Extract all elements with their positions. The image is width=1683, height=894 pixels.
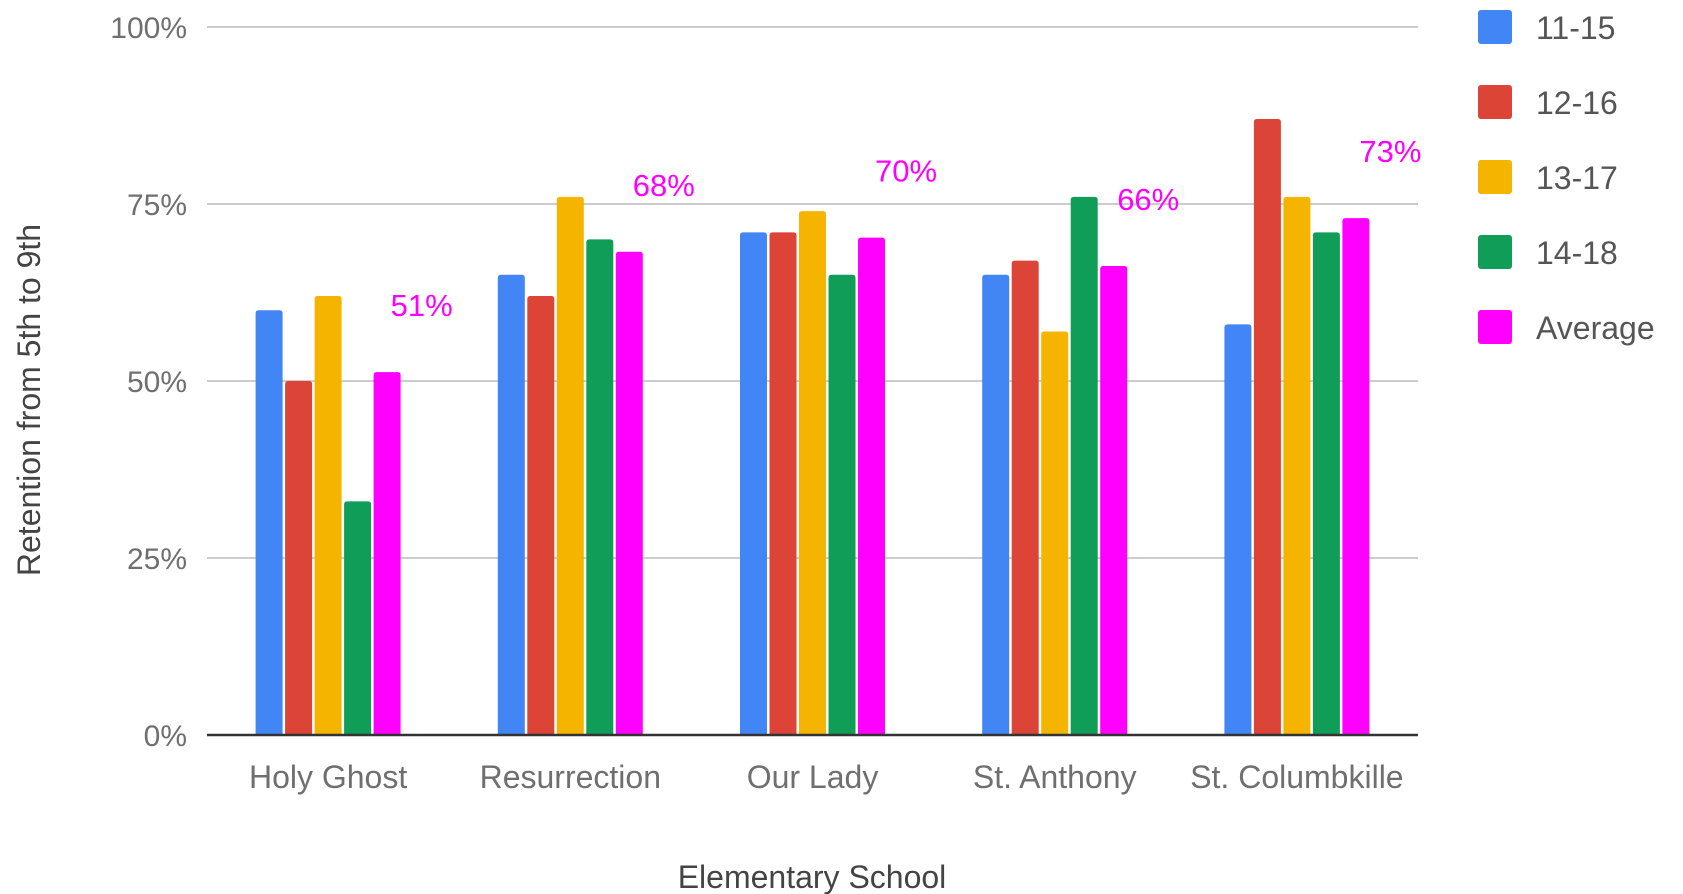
average-data-label: 66% <box>1117 182 1179 217</box>
bar-14-18 <box>828 274 856 735</box>
bar-11-15 <box>982 274 1010 735</box>
legend-swatch <box>1478 85 1512 119</box>
average-data-label: 70% <box>875 154 937 189</box>
legend-swatch <box>1478 310 1512 344</box>
y-axis-title: Retention from 5th to 9th <box>11 224 47 576</box>
bar-12-16 <box>527 296 555 735</box>
bar-average <box>1100 265 1128 735</box>
y-tick-label: 0% <box>144 720 187 753</box>
y-tick-label: 75% <box>127 189 187 222</box>
x-axis-title: Elementary School <box>678 859 947 894</box>
legend-swatch <box>1478 160 1512 194</box>
x-category-label: St. Columbkille <box>1190 759 1403 795</box>
bar-14-18 <box>344 501 372 735</box>
y-tick-label: 25% <box>127 543 187 576</box>
bar-average <box>615 251 643 736</box>
average-data-label: 68% <box>633 168 695 203</box>
x-category-label: Holy Ghost <box>249 759 407 795</box>
bar-13-17 <box>314 296 342 735</box>
legend-label: 11-15 <box>1536 10 1615 46</box>
bar-average <box>1342 218 1370 735</box>
x-axis-category-labels: Holy Ghost Resurrection Our Lady St. Anthon… <box>249 759 1404 795</box>
bar-11-15 <box>740 232 767 735</box>
average-data-label: 73% <box>1359 134 1421 169</box>
y-tick-label: 100% <box>110 12 187 45</box>
bars <box>255 119 1370 736</box>
bar-average <box>373 372 401 735</box>
x-category-label: Resurrection <box>480 759 661 795</box>
x-category-label: Our Lady <box>747 759 879 795</box>
bar-13-17 <box>1283 196 1311 736</box>
bar-11-15 <box>1224 324 1252 735</box>
bar-12-16 <box>1253 119 1281 736</box>
bar-13-17 <box>799 211 826 735</box>
bar-13-17 <box>556 196 584 736</box>
average-data-labels: 51% 68% 70% 66% 73% <box>391 134 1422 323</box>
legend-label: Average <box>1536 310 1655 346</box>
bar-average <box>858 237 885 735</box>
average-data-label: 51% <box>391 288 453 323</box>
legend-label: 14-18 <box>1536 235 1618 271</box>
bar-11-15 <box>497 274 525 735</box>
legend-label: 13-17 <box>1536 160 1618 196</box>
legend-swatch <box>1478 235 1512 269</box>
bar-12-16 <box>1011 260 1039 735</box>
legend-swatch <box>1478 10 1512 44</box>
bar-11-15 <box>255 310 283 735</box>
y-tick-label: 50% <box>127 366 187 399</box>
legend: 11-15 12-16 13-17 14-18 Average <box>1478 10 1655 346</box>
y-axis-tick-labels: 0% 25% 50% 75% 100% <box>110 12 187 753</box>
legend-label: 12-16 <box>1536 85 1618 121</box>
bar-12-16 <box>769 232 797 735</box>
bar-12-16 <box>285 381 313 735</box>
bar-13-17 <box>1041 331 1069 735</box>
bar-14-18 <box>586 239 614 735</box>
x-category-label: St. Anthony <box>973 759 1137 795</box>
bar-14-18 <box>1312 232 1340 735</box>
bar-14-18 <box>1070 196 1098 736</box>
